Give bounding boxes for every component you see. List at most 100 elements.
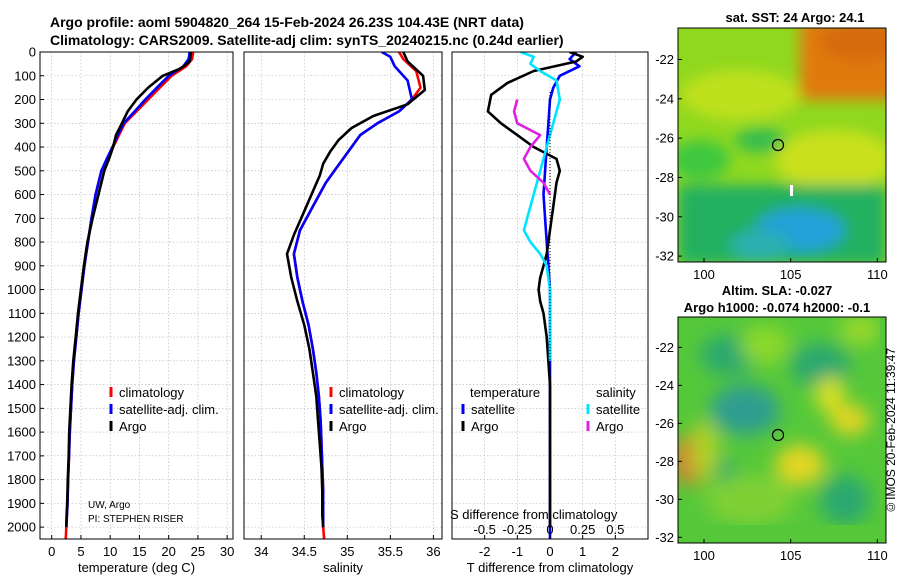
map-y-tick-label: -24 [655, 91, 674, 106]
y-tick-label: 400 [14, 140, 36, 155]
series-t-argo [486, 52, 584, 528]
map-y-tick-label: -24 [655, 378, 674, 393]
x-tick-label: 35 [340, 544, 354, 559]
map-y-tick-label: -30 [655, 492, 674, 507]
legend-label: Argo [339, 419, 366, 434]
x-tick-label: 30 [220, 544, 234, 559]
y-tick-label: 800 [14, 235, 36, 250]
x-tick-label: 34.5 [292, 544, 317, 559]
x-tick-label: 5 [77, 544, 84, 559]
panel-difference: -2 -1 0 1 2T difference from climatology -0.5… [450, 51, 649, 575]
pi-line2: PI: STEPHEN RISER [88, 514, 184, 525]
map-y-tick-label: -28 [655, 454, 674, 469]
series-group [285, 52, 427, 539]
y-tick-label: 1900 [7, 496, 36, 511]
sst-argo-location-marker [771, 138, 785, 152]
sla-map-frame [677, 316, 887, 544]
x-tick-label: 2 [612, 544, 619, 559]
pi-line1: UW, Argo [88, 500, 131, 511]
x-tick-label: 25 [191, 544, 205, 559]
map-y-tick-label: -22 [655, 340, 674, 355]
series-group [64, 52, 195, 539]
s-diff-tick-label: -0.25 [503, 522, 533, 537]
s-diff-axis-label: S difference from climatology [450, 507, 618, 522]
s-diff-tick-label: 0 [546, 522, 553, 537]
x-tick-label: 15 [132, 544, 146, 559]
y-tick-label: 2000 [7, 520, 36, 535]
series-argo [285, 52, 427, 528]
map-x-tick-label: 105 [780, 548, 802, 563]
series-s-argo [512, 99, 552, 196]
legend-label: satellite-adj. clim. [339, 402, 439, 417]
map-y-tick-label: -22 [655, 52, 674, 67]
map-x-tick-label: 110 [867, 548, 888, 563]
map-y-tick-label: -26 [655, 416, 674, 431]
legend-label: climatology [339, 385, 405, 400]
map-x-tick-label: 100 [693, 267, 715, 282]
sla-map: -22 -24 -26 -28 -30 -32 100 105 110 Altim. SLA: … [655, 283, 887, 563]
x-axis-label: T difference from climatology [467, 560, 634, 575]
map-y-tick-label: -28 [655, 170, 674, 185]
x-tick-label: 20 [161, 544, 175, 559]
series-argo [65, 52, 193, 528]
y-tick-label: 1300 [7, 353, 36, 368]
s-diff-tick-label: 0.25 [570, 522, 595, 537]
x-tick-label: 36 [426, 544, 440, 559]
x-tick-label: 1 [579, 544, 586, 559]
x-tick-label: -1 [512, 544, 524, 559]
series-group [486, 52, 584, 539]
legend-label: Argo [119, 419, 146, 434]
x-tick-label: 35.5 [378, 544, 403, 559]
map-y-tick-label: -26 [655, 131, 674, 146]
sst-map-frame [677, 27, 887, 263]
legend-label: Argo [596, 419, 623, 434]
sla-map-title-line1: Altim. SLA: -0.027 [722, 283, 833, 298]
sst-map-title: sat. SST: 24 Argo: 24.1 [726, 10, 865, 25]
map-x-tick-label: 110 [867, 267, 888, 282]
panel-temperature: 0 5 10 15 20 25 30 temperature (deg C) 0 100 200 30… [7, 45, 234, 576]
x-axis-label: temperature (deg C) [78, 560, 195, 575]
y-tick-label: 0 [29, 45, 36, 60]
map-y-tick-label: -30 [655, 209, 674, 224]
legend-label: satellite [471, 402, 515, 417]
y-tick-label: 1400 [7, 377, 36, 392]
header-line2: Climatology: CARS2009. Satellite-adj cli… [50, 32, 564, 48]
legend-label: climatology [119, 385, 185, 400]
imos-credit: ©IMOS 20-Feb-2024 11:39:47 [884, 348, 898, 514]
map-x-tick-label: 100 [693, 548, 715, 563]
series-s-satellite [520, 52, 562, 361]
x-tick-label: 10 [103, 544, 117, 559]
axes-frame [243, 51, 443, 540]
map-y-tick-label: -32 [655, 249, 674, 264]
y-tick-label: 1500 [7, 401, 36, 416]
x-tick-label: 0 [48, 544, 55, 559]
x-tick-label: 34 [254, 544, 268, 559]
sla-map-title-line2: Argo h1000: -0.074 h2000: -0.1 [684, 300, 870, 315]
y-tick-label: 300 [14, 116, 36, 131]
series-climatology [64, 52, 195, 539]
y-tick-label: 1600 [7, 425, 36, 440]
legend-label: Argo [471, 419, 498, 434]
map-x-tick-label: 105 [780, 267, 802, 282]
y-tick-label: 100 [14, 68, 36, 83]
y-tick-label: 1800 [7, 472, 36, 487]
legend-title-temperature: temperature [470, 385, 540, 400]
s-diff-tick-label: -0.5 [473, 522, 495, 537]
y-tick-label: 500 [14, 163, 36, 178]
panel-salinity: 34 34.5 35 35.5 36 salinity climatology satelli… [243, 51, 443, 575]
y-tick-label: 200 [14, 92, 36, 107]
header-line1: Argo profile: aoml 5904820_264 15-Feb-20… [50, 14, 524, 30]
legend-title-salinity: salinity [596, 385, 636, 400]
y-tick-label: 600 [14, 187, 36, 202]
legend-label: satellite-adj. clim. [119, 402, 219, 417]
sst-map: -22 -24 -26 -28 -30 -32 100 105 110 sat. SST: 24… [655, 10, 888, 282]
legend-label: satellite [596, 402, 640, 417]
y-tick-label: 900 [14, 258, 36, 273]
y-tick-label: 1100 [8, 306, 36, 321]
sst-track-marker [790, 185, 793, 196]
y-tick-label: 1700 [7, 448, 36, 463]
x-tick-label: 0 [546, 544, 553, 559]
s-diff-tick-label: 0.5 [606, 522, 624, 537]
map-y-tick-label: -32 [655, 530, 674, 545]
